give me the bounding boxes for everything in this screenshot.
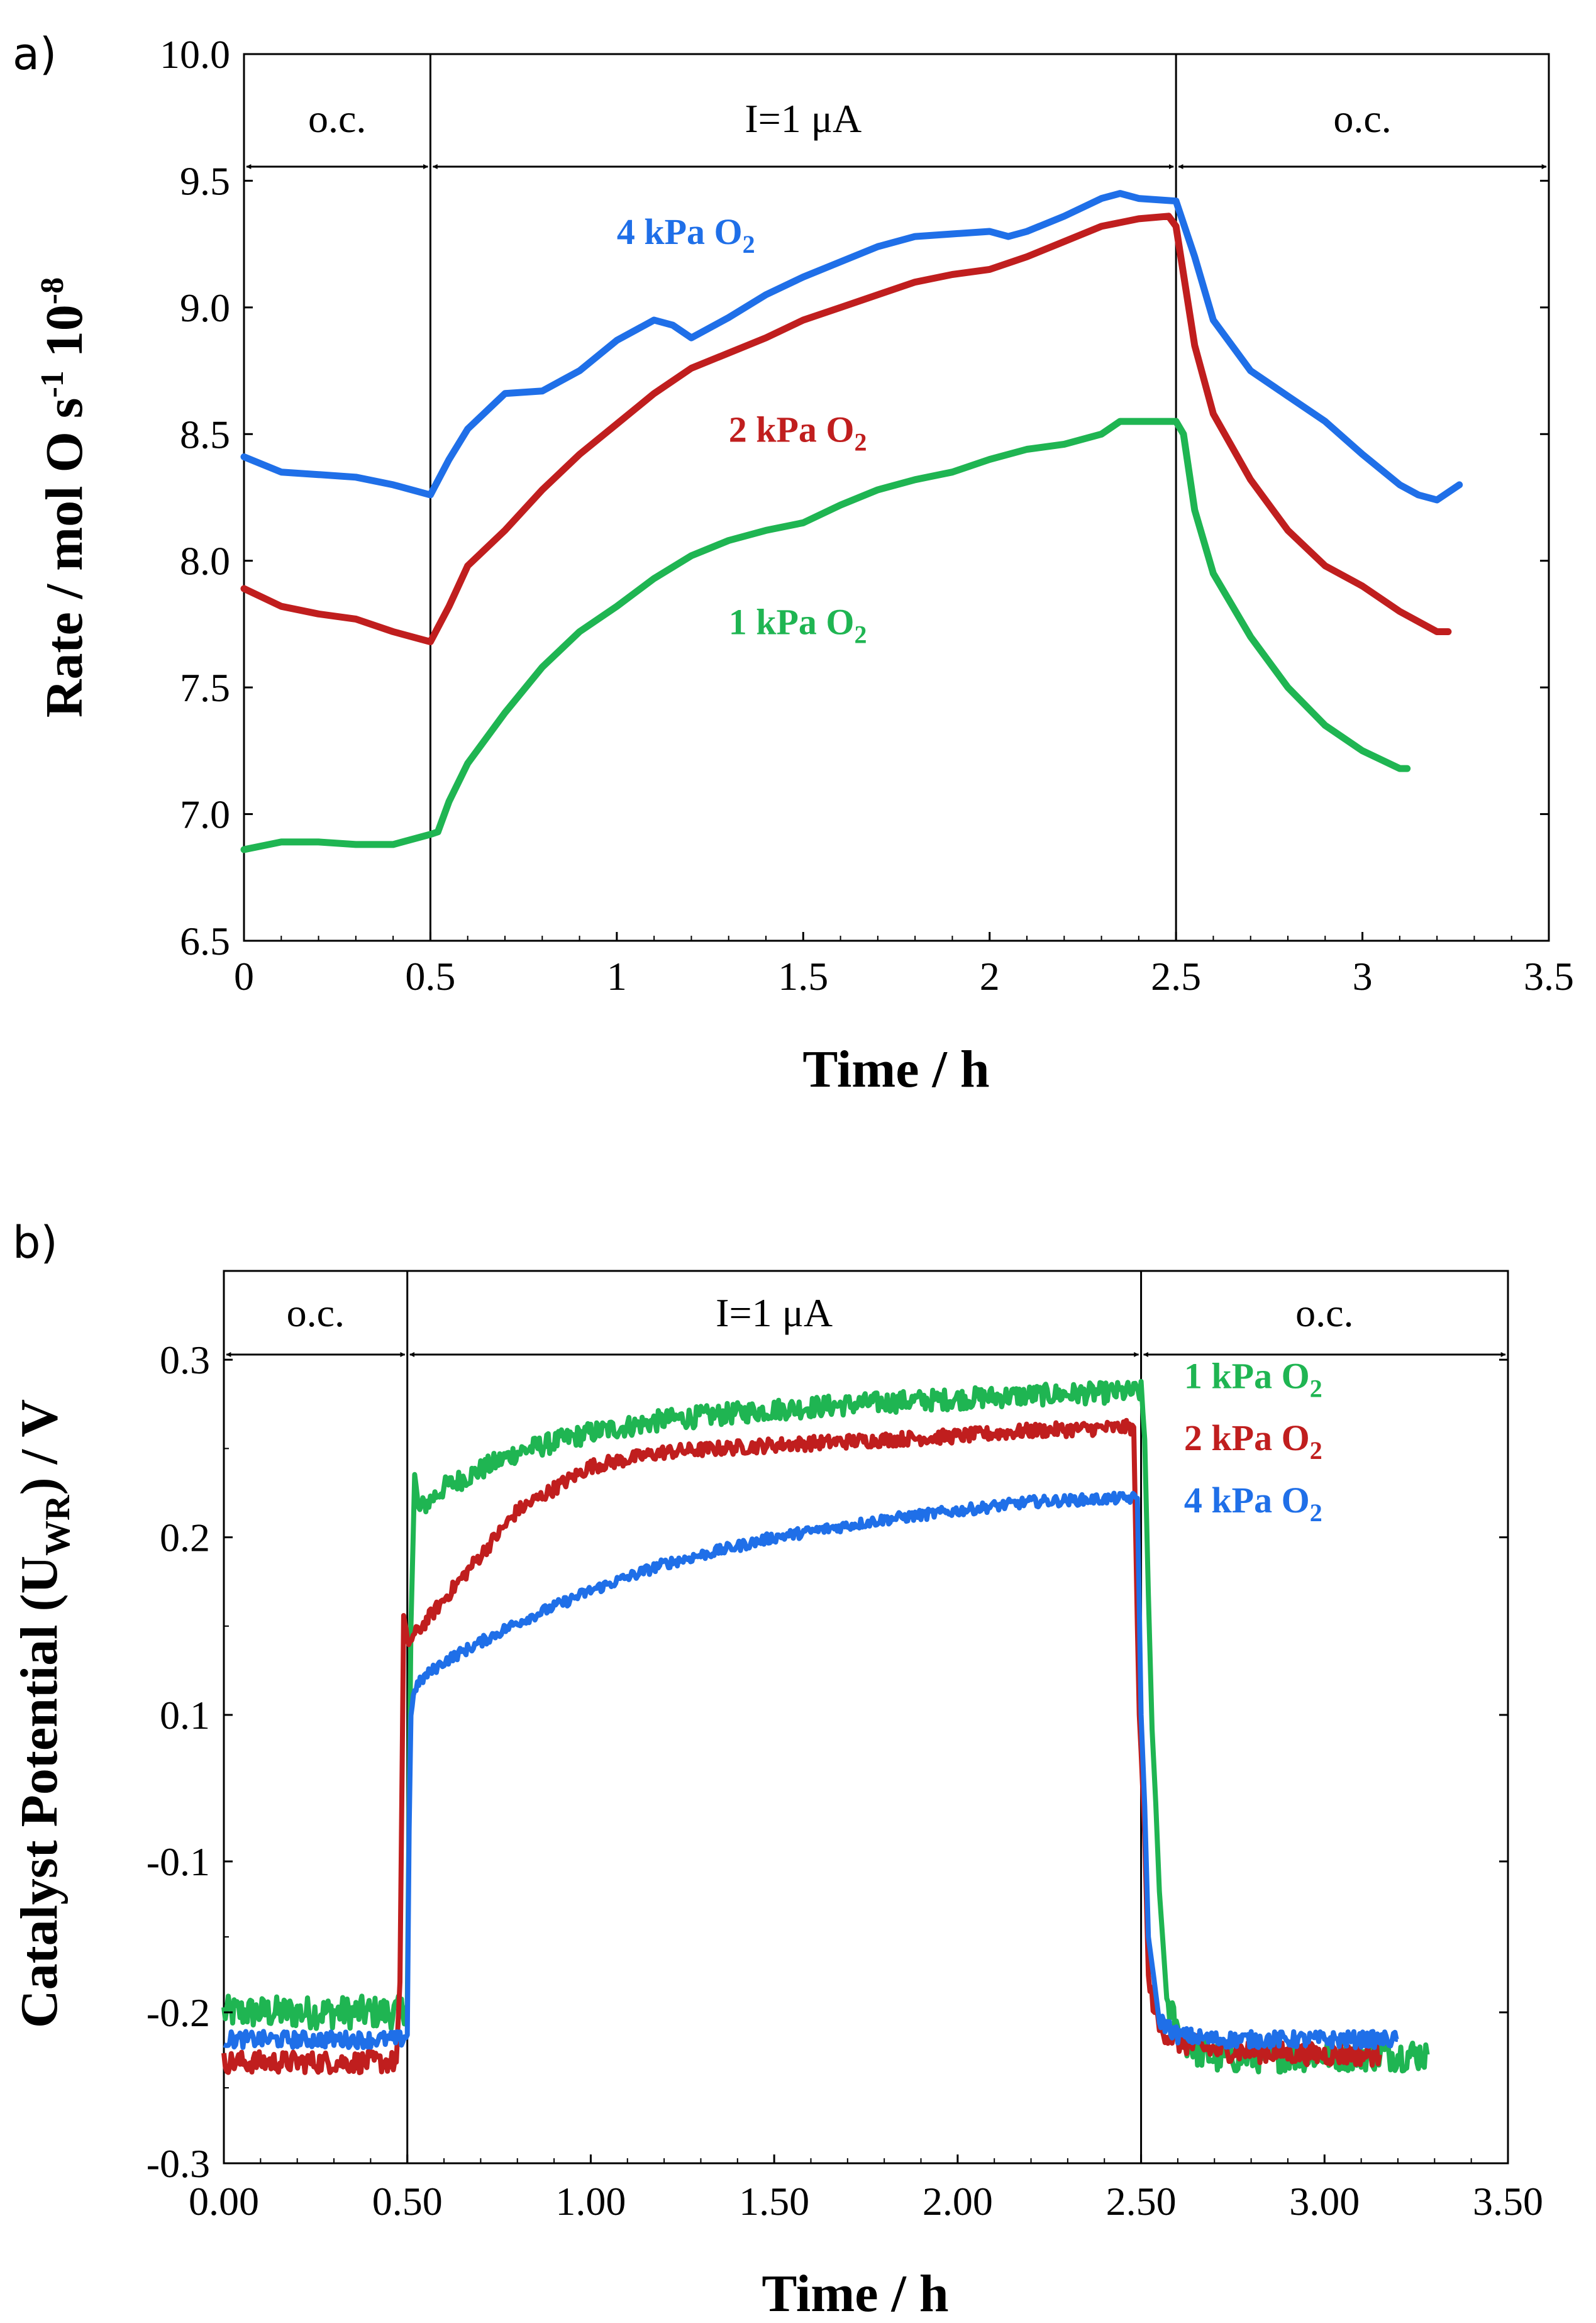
panel-b-series-line-2 (221, 1417, 1382, 2075)
panel-b-x-tick-label: 3.00 (1289, 2179, 1360, 2224)
panel-a-x-tick-label: 0.5 (405, 954, 455, 999)
panel-b-x-tick-label: 0.50 (372, 2179, 443, 2224)
panel-b-plot-frame (223, 1270, 1509, 2165)
panel-b-x-tick-label: 1.50 (739, 2179, 809, 2224)
panel-b-y-axis-title-main: Catalyst Potential (U (10, 1556, 69, 2028)
panel-a-y-axis-title-sup2: -8 (35, 277, 70, 304)
panel-a-series-label-sub: 2 (855, 428, 867, 456)
panel-a-series-label-sub: 2 (855, 621, 867, 649)
panel-a-series-label: 1 kPa O2 (729, 602, 867, 649)
panel-a-label: a) (13, 28, 57, 80)
panel-a-series-line-2 (240, 213, 1452, 646)
panel-b-y-tick-label: -0.3 (147, 2141, 210, 2186)
panel-a-x-tick-label: 3.5 (1524, 954, 1574, 999)
panel-a-y-axis-title-main: Rate / mol O s (35, 398, 94, 718)
panel-a-series-line-1 (240, 190, 1463, 504)
panel-a-phase-label: I=1 μA (745, 96, 862, 141)
panel-b-series-line-3 (223, 1490, 1399, 2051)
panel-a-y-axis-title: Rate / mol O s-1 10-8 (35, 277, 94, 718)
panel-a-x-tick-label: 2 (980, 954, 1000, 999)
panel-b-label: b) (13, 1217, 58, 1268)
panel-a-phase-label: o.c. (1333, 96, 1391, 141)
panel-a-series-label-main: 1 kPa O (729, 602, 855, 643)
panel-b-x-tick-label: 1.00 (555, 2179, 626, 2224)
panel-b-series-label: 4 kPa O2 (1184, 1480, 1322, 1527)
panel-a-x-tick-label: 1 (607, 954, 627, 999)
panel-a-y-axis-title-sup1: -1 (35, 370, 70, 397)
panel-b-series-label-main: 1 kPa O (1184, 1355, 1310, 1396)
panel-b-x-tick-label: 2.50 (1106, 2179, 1177, 2224)
panel-a-y-tick-label: 7.5 (180, 665, 230, 710)
panel-a-y-tick-label: 6.5 (180, 919, 230, 963)
panel-b-phase-label: o.c. (1295, 1290, 1353, 1335)
panel-a-plot-frame (243, 53, 1550, 942)
panel-a-y-tick-label: 8.5 (180, 412, 230, 457)
panel-b-phase-label: I=1 μA (716, 1290, 833, 1335)
panel-b-series-label-main: 2 kPa O (1184, 1417, 1310, 1458)
panel-a-series-line-3 (240, 418, 1411, 853)
panel-b-y-axis-title-sub: WR (38, 1495, 77, 1556)
panel-a-y-tick-label: 7.0 (180, 792, 230, 837)
panel-a-phase-label: o.c. (308, 96, 366, 141)
panel-b-x-tick-label: 2.00 (923, 2179, 993, 2224)
panel-b-series-label: 2 kPa O2 (1184, 1417, 1322, 1465)
panel-b-series-label-main: 4 kPa O (1184, 1480, 1310, 1521)
panel-b-y-axis-title-end: ) / V (10, 1399, 69, 1495)
panel-a-y-axis-title-mid: 10 (35, 304, 94, 370)
panel-b-y-axis-title: Catalyst Potential (UWR) / V (10, 1399, 77, 2028)
panel-a-series-label-sub: 2 (743, 230, 755, 258)
panel-b-x-axis-title: Time / h (762, 2265, 948, 2323)
panel-a-x-tick-label: 1.5 (778, 954, 828, 999)
panel-a-x-tick-label: 2.5 (1151, 954, 1201, 999)
panel-b-series-label-sub: 2 (1310, 1374, 1322, 1402)
panel-a-x-tick-label: 0 (234, 954, 254, 999)
panel-b-phase-label: o.c. (287, 1290, 345, 1335)
panel-b-x-tick-label: 3.50 (1473, 2179, 1543, 2224)
panel-b-x-tick-label: 0.00 (189, 2179, 259, 2224)
panel-b-y-tick-label: 0.1 (160, 1693, 210, 1738)
panel-a-y-tick-label: 9.5 (180, 158, 230, 203)
panel-b-series-label-sub: 2 (1310, 1436, 1322, 1465)
panel-a-x-tick-label: 3 (1353, 954, 1373, 999)
panel-a-series-label: 4 kPa O2 (617, 211, 755, 258)
panel-a-series-label-main: 4 kPa O (617, 211, 743, 252)
panel-b-y-tick-label: 0.2 (160, 1516, 210, 1560)
panel-a-y-tick-label: 8.0 (180, 539, 230, 584)
panel-b-series-label: 1 kPa O2 (1184, 1355, 1322, 1402)
panel-a-series-label-main: 2 kPa O (729, 409, 855, 450)
panel-b-series-label-sub: 2 (1310, 1499, 1322, 1527)
panel-b-y-tick-label: -0.2 (147, 1990, 210, 2035)
panel-a-x-axis-title: Time / h (802, 1040, 989, 1099)
panel-a-y-tick-label: 10.0 (160, 32, 230, 77)
panel-b-y-tick-label: 0.3 (160, 1338, 210, 1382)
panel-a-y-tick-label: 9.0 (180, 286, 230, 330)
panel-b-y-tick-label: -0.1 (147, 1839, 210, 1884)
panel-b-potential-chart: b) o.c. I=1 μA o.c. 1 kPa O22 kPa O24 kPa … (10, 1217, 1543, 2323)
panel-a-rate-chart: a) o.c. I=1 μA o.c. 4 kPa O22 kPa O21 kPa … (13, 28, 1574, 1099)
panel-a-series-label: 2 kPa O2 (729, 409, 867, 456)
